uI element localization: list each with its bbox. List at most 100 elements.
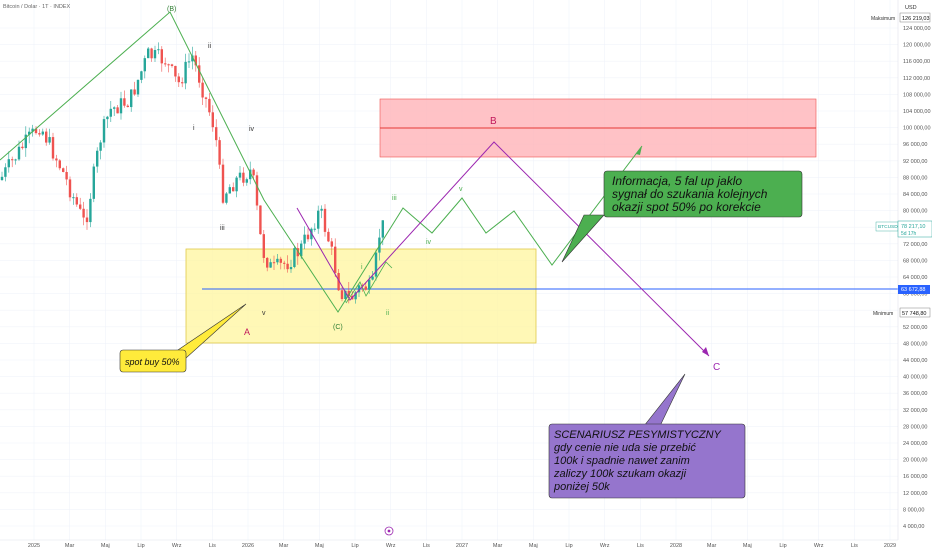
- candle-body: [24, 134, 27, 149]
- purple-arrow-head: [702, 347, 709, 356]
- time-axis-panel[interactable]: [0, 540, 932, 550]
- candle-body: [157, 49, 160, 51]
- green-arrow-head: [636, 146, 642, 155]
- candle-body: [99, 142, 102, 151]
- green-callout-line-1: Informacja, 5 fal up jaklo: [612, 174, 742, 188]
- candle-body: [228, 187, 231, 194]
- candle-body: [7, 159, 10, 168]
- time-tick-label: 2025: [28, 543, 40, 549]
- wave-label-iii-green: iii: [392, 195, 397, 202]
- candle-body: [177, 76, 180, 83]
- purple-wave-path: [296, 141, 710, 357]
- green-wave-path: [0, 11, 643, 313]
- wave-label-A: A: [244, 327, 250, 337]
- time-tick-label: Wrz: [600, 543, 610, 549]
- wave-label-v-green: v: [459, 186, 463, 193]
- price-tick-label: 16 000,00: [903, 474, 927, 480]
- candle-body: [300, 243, 303, 257]
- candle-body: [252, 169, 255, 176]
- candle-body: [82, 208, 85, 218]
- candle-body: [174, 65, 177, 77]
- purple-callout-box[interactable]: [548, 423, 746, 499]
- candle-body: [232, 187, 235, 192]
- candle-body: [344, 290, 347, 299]
- candle-body: [306, 234, 310, 240]
- candle-body: [357, 285, 361, 293]
- candle-body: [48, 137, 51, 143]
- candle-body: [245, 179, 248, 183]
- candle-body: [317, 210, 320, 229]
- candle-body: [221, 164, 225, 203]
- candle-body: [272, 262, 276, 264]
- time-tick-label: Lip: [137, 543, 144, 549]
- candle-body: [150, 48, 153, 59]
- time-tick-label: Lis: [209, 543, 216, 549]
- candle-body: [126, 105, 129, 108]
- max-value: 126 219,03: [902, 16, 930, 22]
- candle-body: [123, 98, 126, 106]
- candle-body: [266, 257, 269, 268]
- time-tick-label: Lip: [779, 543, 786, 549]
- last-price-tag: [897, 220, 932, 238]
- price-tick-label: 104 000,00: [903, 109, 931, 115]
- candle-body: [340, 290, 344, 299]
- yellow-callout-box[interactable]: [119, 349, 187, 373]
- green-callout-box[interactable]: [603, 170, 803, 218]
- purple-callout-line-4: zaliczy 100k szukam okazji: [553, 468, 687, 480]
- wave-label-C-paren: (C): [333, 324, 343, 331]
- green-callout-line-2: sygnał do szukania kolejnych: [612, 187, 768, 201]
- candle-body: [283, 262, 286, 264]
- candle-body: [28, 131, 31, 135]
- green-subwave: [345, 261, 393, 304]
- time-tick-label: 2029: [884, 543, 896, 549]
- candle-body: [286, 263, 289, 270]
- max-label: Maksimum: [871, 16, 895, 22]
- price-tick-label: 52 000,00: [903, 325, 927, 331]
- candle-body: [11, 159, 14, 161]
- time-tick-label: Lis: [637, 543, 644, 549]
- candle-body: [119, 98, 123, 114]
- wave-label-i-green: i: [361, 264, 363, 271]
- candle-body: [269, 262, 272, 268]
- price-tick-label: 112 000,00: [903, 76, 930, 82]
- candle-body: [153, 50, 157, 59]
- candle-body: [320, 208, 323, 211]
- time-tick-label: 2027: [456, 543, 468, 549]
- wave-label-B: B: [490, 116, 497, 127]
- price-tick-label: 124 000,00: [903, 26, 931, 32]
- price-axis-panel[interactable]: [898, 0, 932, 540]
- candle-body: [58, 160, 61, 169]
- candle-body: [164, 63, 167, 65]
- candle-body: [296, 248, 299, 257]
- price-tick-label: 100 000,00: [903, 126, 931, 132]
- candle-body: [334, 246, 337, 273]
- candle-body: [55, 158, 58, 161]
- candle-body: [204, 97, 208, 99]
- candle-body: [208, 98, 211, 113]
- price-tick-label: 12 000,00: [903, 491, 927, 497]
- candle-body: [313, 228, 316, 230]
- wave-label-iii: iii: [220, 225, 225, 232]
- wave-label-v: v: [262, 310, 266, 317]
- symbol-title: Bitcoin / Dolar · 1T · INDEX: [3, 4, 70, 10]
- candle-body: [133, 89, 136, 95]
- candle-body: [381, 220, 384, 238]
- candle-body: [374, 252, 378, 277]
- time-tick-label: 2026: [242, 543, 254, 549]
- price-tick-label: 32 000,00: [903, 408, 927, 414]
- time-ticks: 2025 Mar Maj Lip Wrz Lis 2026 Mar Maj Lip Wrz Lis 20…: [28, 543, 896, 549]
- candle-body: [38, 133, 41, 135]
- candle-body: [262, 234, 265, 258]
- candle-body: [187, 61, 191, 63]
- price-tick-label: 72 000,00: [903, 242, 927, 248]
- time-tick-label: Maj: [101, 543, 110, 549]
- candle-body: [0, 176, 4, 180]
- candle-body: [215, 127, 218, 141]
- candle-body: [201, 82, 204, 98]
- time-tick-label: Maj: [743, 543, 752, 549]
- time-tick-label: Lis: [851, 543, 858, 549]
- candle-body: [354, 292, 357, 300]
- candle-body: [293, 248, 296, 268]
